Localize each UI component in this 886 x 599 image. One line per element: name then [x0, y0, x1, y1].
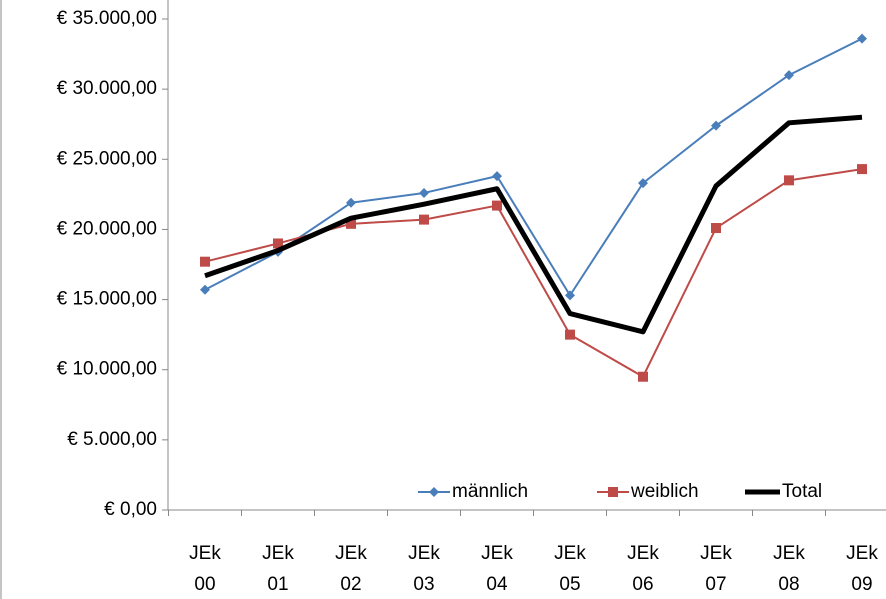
series-line	[204, 168, 863, 378]
point	[492, 171, 502, 182]
point	[419, 214, 429, 225]
point	[857, 164, 867, 175]
point	[346, 197, 356, 208]
point	[784, 175, 794, 186]
y-tick-label: € 20.000,00	[57, 218, 157, 239]
point	[638, 371, 648, 382]
point	[492, 200, 502, 211]
x-tick-label: JEk 07	[700, 543, 732, 595]
point	[857, 33, 867, 44]
y-tick-label: € 25.000,00	[57, 148, 157, 169]
x-tick-label: JEk 00	[189, 543, 221, 595]
point	[565, 290, 575, 301]
x-tick-label: JEk 09	[846, 543, 878, 595]
point	[565, 329, 575, 340]
legend-label: Total	[782, 481, 822, 502]
point	[711, 223, 721, 234]
y-tick-label: € 10.000,00	[57, 359, 157, 380]
y-tick-label: € 15.000,00	[57, 289, 157, 310]
x-tick-label: JEk 03	[408, 543, 440, 595]
point	[346, 218, 356, 229]
series-line	[204, 114, 863, 335]
y-tick-label: € 35.000,00	[57, 8, 157, 29]
x-tick-label: JEk 02	[335, 543, 367, 595]
point	[200, 256, 210, 267]
point	[784, 70, 794, 81]
x-tick-label: JEk 06	[627, 543, 659, 595]
legend-marker	[429, 487, 439, 497]
x-tick-label: JEk 04	[481, 543, 513, 595]
y-tick-label: € 30.000,00	[57, 78, 157, 99]
y-tick-label: € 0,00	[104, 499, 157, 520]
legend-marker	[608, 487, 618, 497]
legend-label: männlich	[452, 481, 528, 502]
y-tick-label: € 5.000,00	[67, 429, 157, 450]
point	[200, 284, 210, 295]
legend-label: weiblich	[630, 481, 699, 502]
point	[273, 238, 283, 249]
series-line	[204, 37, 863, 297]
x-tick-label: JEk 01	[262, 543, 294, 595]
point	[638, 178, 648, 189]
point	[419, 187, 429, 198]
x-tick-label: JEk 08	[773, 543, 805, 595]
point	[711, 120, 721, 131]
x-tick-label: JEk 05	[554, 543, 586, 595]
